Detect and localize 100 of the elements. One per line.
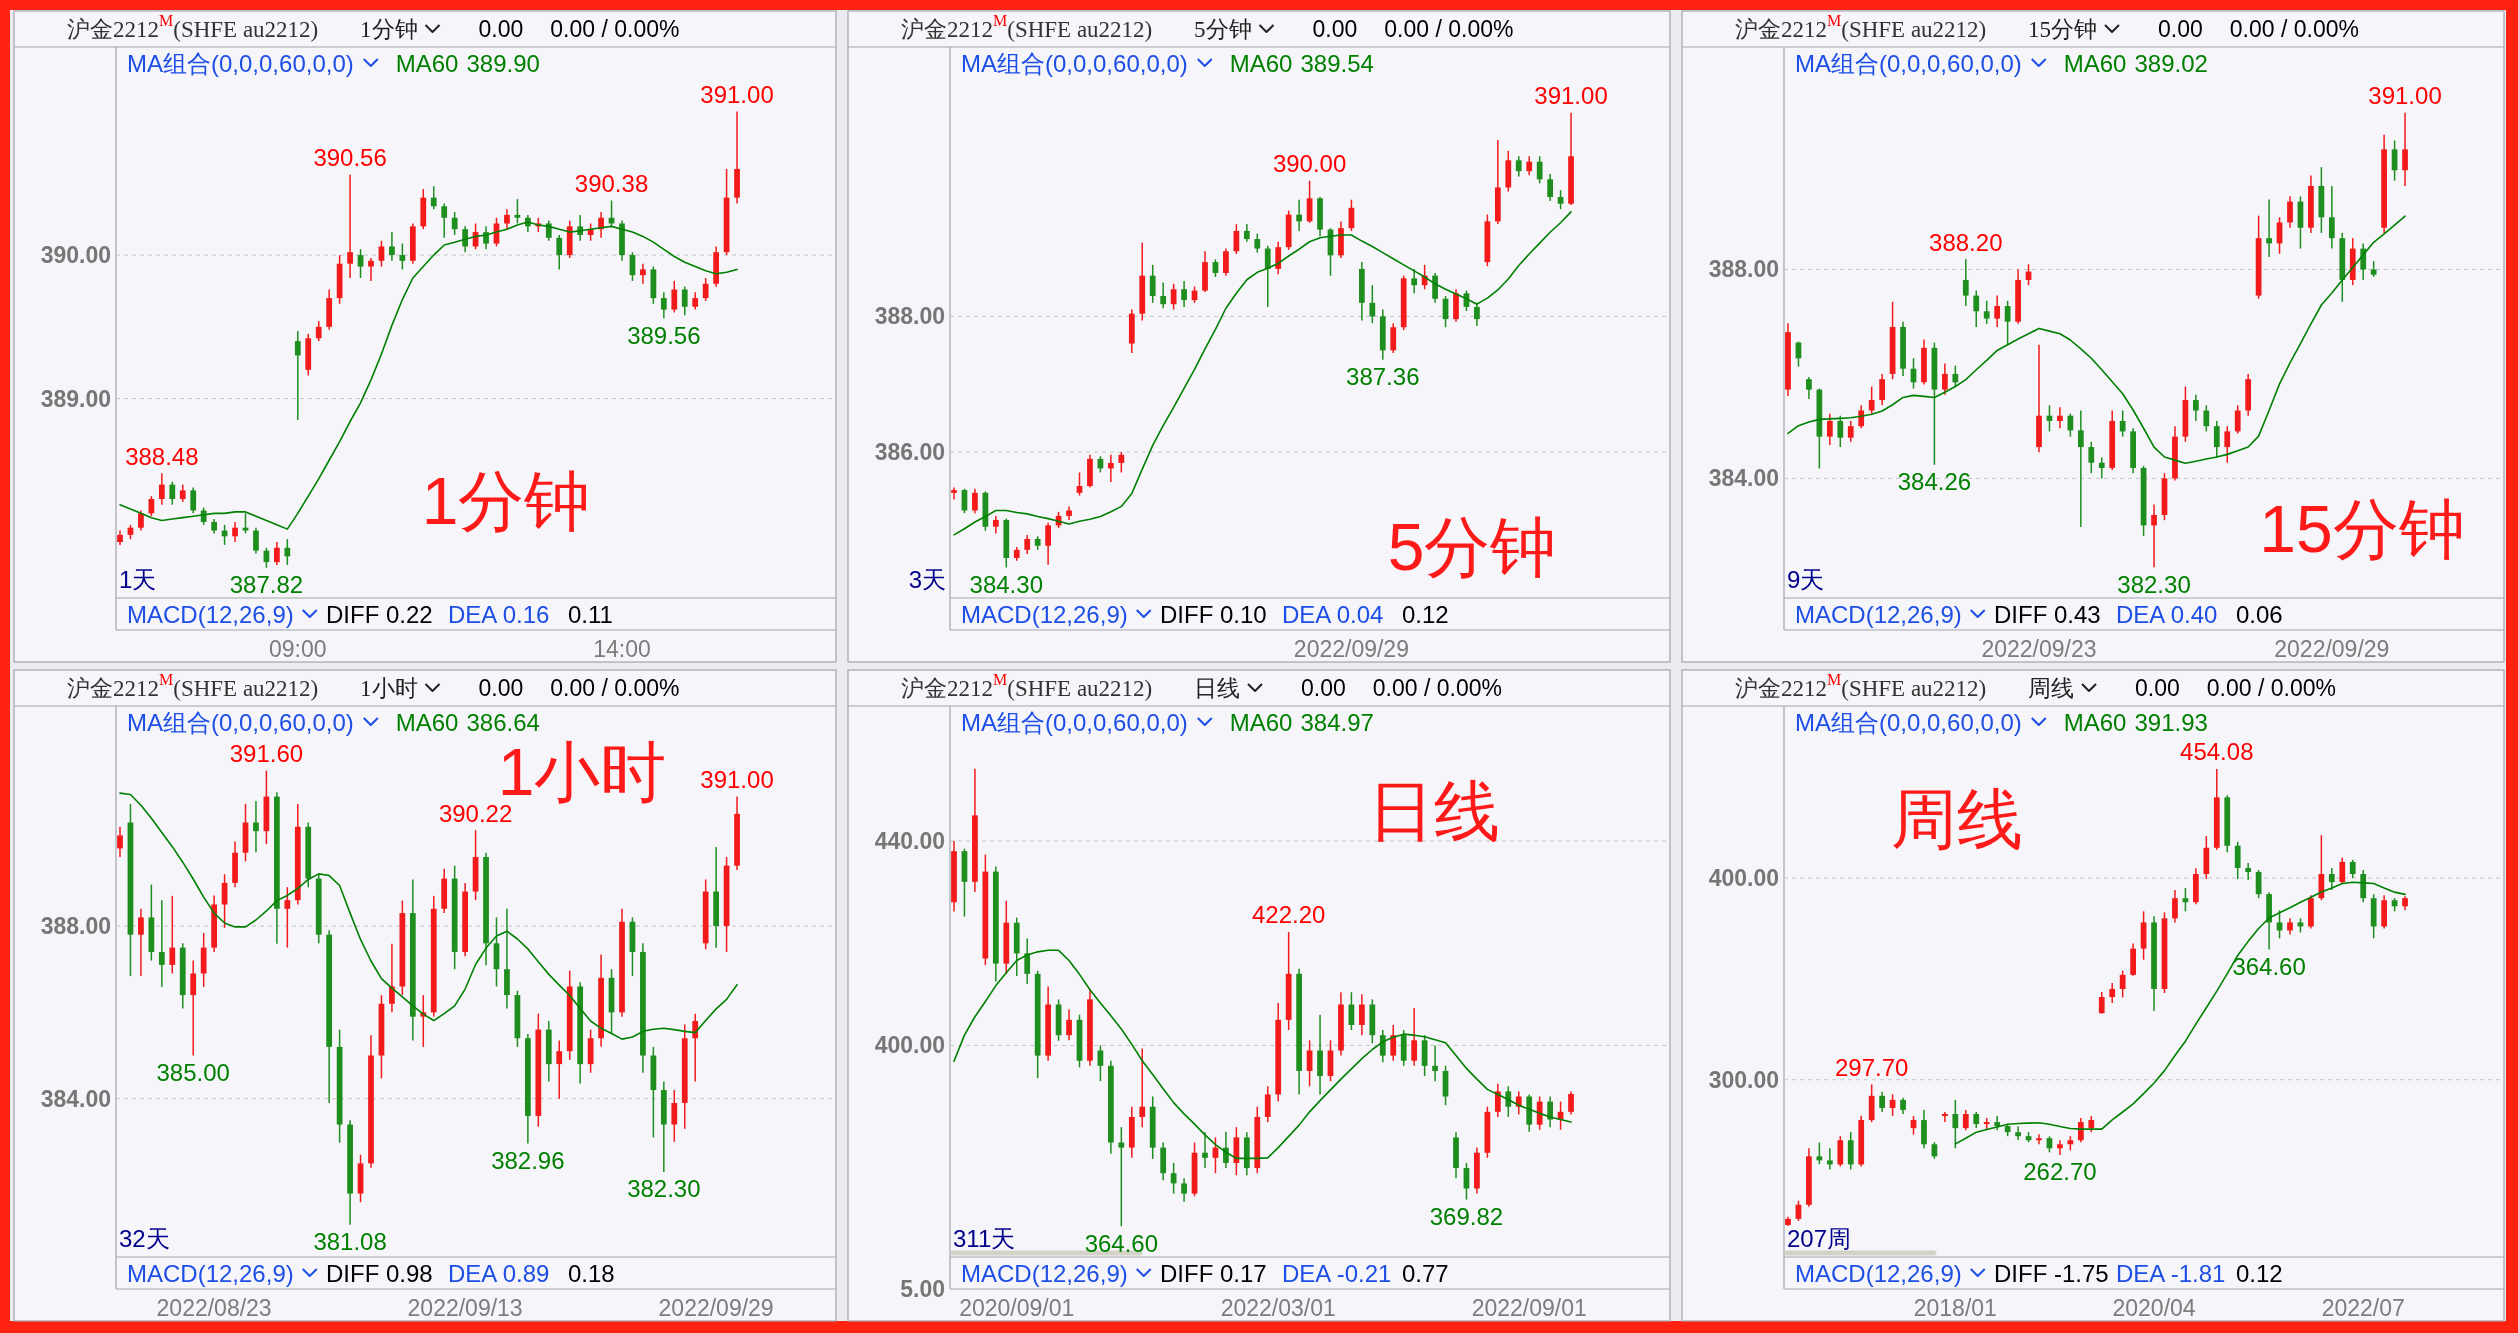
legend: MA组合(0,0,0,60,0,0) MA60 389.90 — [127, 49, 540, 77]
annotation: 364.60 — [2232, 952, 2306, 980]
candlestick — [1411, 268, 1418, 295]
candlestick — [368, 257, 374, 282]
candlestick — [1505, 1085, 1512, 1118]
candlestick — [1045, 521, 1051, 566]
chart-title: 沪金2212$^{M}$(SHFE au2212) — [901, 670, 1153, 701]
annotation: 391.00 — [1534, 82, 1608, 110]
x-tick-label: 2022/09/23 — [1981, 636, 2097, 662]
candlestick — [1379, 1029, 1386, 1064]
annotation: 311天 — [953, 1224, 1016, 1252]
candlestick — [1962, 258, 1969, 307]
annotation: 390.56 — [313, 144, 387, 172]
candlestick — [1942, 362, 1948, 396]
text: DEA 0.04 — [1282, 600, 1384, 628]
candlestick — [1942, 1111, 1948, 1123]
candlestick — [1536, 155, 1543, 185]
text: MACD(12,26,9) — [127, 600, 294, 628]
candlestick — [2036, 1133, 2042, 1146]
candlestick — [274, 541, 280, 566]
legend: MA组合(0,0,0,60,0,0) MA60 386.64 — [127, 708, 540, 736]
text: 0.18 — [568, 1259, 615, 1287]
text: DEA -1.81 — [2116, 1259, 2226, 1287]
annotation: 389.56 — [627, 321, 701, 349]
candlestick — [1952, 364, 1959, 388]
chart-title: 沪金2212$^{M}$(SHFE au2212) — [67, 11, 319, 42]
y-tick-label: 400.00 — [874, 1032, 945, 1059]
candlestick — [2193, 394, 2199, 422]
annotation: 391.00 — [2368, 82, 2442, 110]
y-tick-label: 386.00 — [874, 439, 945, 466]
annotation: 454.08 — [2180, 738, 2254, 766]
candlestick — [1181, 280, 1187, 308]
x-tick-label: 2022/09/13 — [407, 1295, 523, 1321]
annotation: 390.38 — [574, 170, 649, 198]
x-tick-label: 2022/09/29 — [2274, 636, 2390, 662]
text: DEA 0.40 — [2116, 600, 2218, 628]
candlestick — [2077, 1117, 2084, 1143]
y-tick-label: 388.00 — [1708, 256, 1779, 283]
candlestick — [2057, 406, 2063, 430]
candlestick — [2349, 859, 2356, 879]
candlestick — [158, 899, 165, 988]
text: DIFF 0.22 — [326, 600, 433, 628]
candlestick — [2057, 1139, 2063, 1156]
annotation: 382.30 — [627, 1175, 701, 1203]
candlestick — [1973, 289, 1980, 328]
candlestick — [1847, 420, 1854, 443]
text: 0.00 — [2135, 675, 2180, 701]
candlestick — [1296, 198, 1302, 232]
y-tick-label: 390.00 — [40, 242, 111, 269]
candlestick — [430, 185, 437, 210]
text: DEA 0.89 — [448, 1259, 550, 1287]
candlestick — [1118, 1126, 1125, 1228]
annotation: 384.30 — [969, 570, 1043, 598]
annotation: 388.20 — [1929, 228, 2003, 256]
legend-title: MA组合(0,0,0,60,0,0) — [127, 708, 354, 736]
candlestick — [1170, 283, 1177, 311]
annotation: 9天 — [1787, 565, 1825, 593]
annotation: 262.70 — [2023, 1158, 2097, 1186]
candlestick — [1264, 245, 1271, 308]
candlestick — [1432, 1044, 1438, 1082]
candlestick — [347, 173, 353, 279]
annotation: 391.60 — [229, 740, 304, 768]
candlestick — [1223, 247, 1229, 277]
annotation: 385.00 — [156, 1059, 230, 1086]
text: 0.00 / 0.00% — [2229, 16, 2359, 42]
candlestick — [951, 486, 957, 501]
annotation: 391.00 — [700, 766, 774, 794]
annotation: 382.96 — [491, 1147, 565, 1175]
text: DIFF 0.98 — [326, 1259, 433, 1287]
x-tick-label: 2018/01 — [1913, 1295, 1997, 1321]
candlestick — [1181, 1177, 1187, 1203]
candlestick — [138, 908, 144, 977]
annotation: 388.48 — [125, 442, 199, 470]
text: MACD(12,26,9) — [961, 1259, 1128, 1287]
candlestick — [2004, 300, 2011, 346]
candlestick — [556, 1039, 563, 1100]
text: 0.00 — [1301, 675, 1346, 701]
text: DIFF 0.10 — [1160, 600, 1267, 628]
candlestick — [2245, 862, 2252, 881]
candlestick — [1170, 1162, 1177, 1195]
annotation: 384.26 — [1897, 468, 1972, 496]
candlestick — [1826, 412, 1833, 446]
annotation: 391.93 — [2134, 708, 2208, 736]
candlestick — [1264, 1085, 1271, 1123]
candlestick — [158, 472, 165, 506]
candlestick — [2119, 969, 2126, 999]
text: MACD(12,26,9) — [961, 600, 1128, 628]
y-tick-label: 300.00 — [1708, 1066, 1779, 1093]
y-tick-label: 388.00 — [40, 913, 111, 940]
candlestick — [1494, 1082, 1501, 1118]
text: DEA -0.21 — [1282, 1259, 1392, 1287]
candlestick — [1118, 451, 1125, 474]
candlestick — [1952, 1099, 1959, 1150]
candlestick — [1024, 534, 1031, 555]
legend-title: MA组合(0,0,0,60,0,0) — [1795, 49, 2022, 77]
candlestick — [2224, 425, 2231, 464]
candlestick — [1962, 1109, 1969, 1131]
x-tick-label: 2022/09/29 — [1293, 636, 1409, 662]
annotation: 日线 — [1368, 774, 1500, 848]
y-tick-label: 388.00 — [874, 303, 945, 330]
